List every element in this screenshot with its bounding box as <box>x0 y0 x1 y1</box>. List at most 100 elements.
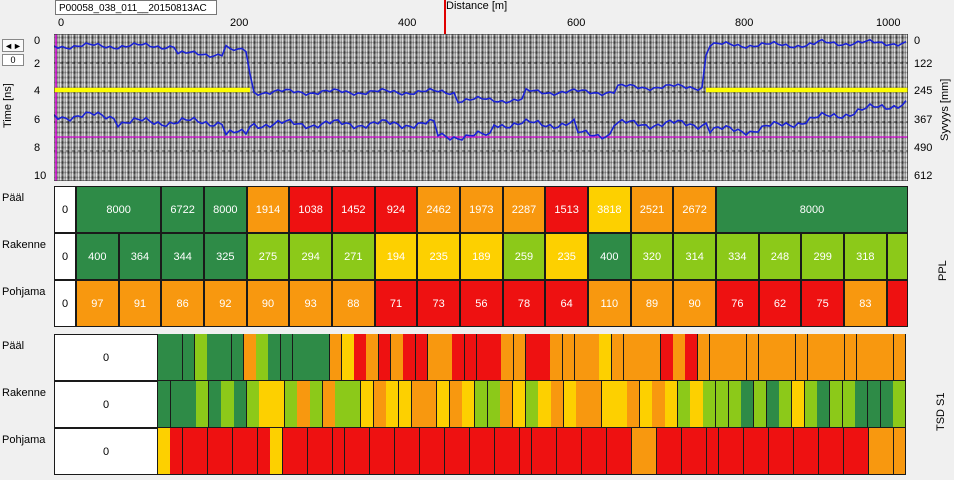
ppl-value-cell[interactable]: 325 <box>204 233 247 280</box>
ppl-value-cell[interactable]: 92 <box>204 280 247 327</box>
tsd-segment-cell[interactable] <box>867 381 882 428</box>
tsd-segment-cell[interactable] <box>411 381 425 428</box>
tsd-segment-cell[interactable] <box>681 428 695 475</box>
tsd-segment-cell[interactable] <box>386 381 400 428</box>
tsd-segment-cell[interactable] <box>599 334 613 381</box>
ppl-value-cell[interactable] <box>886 280 908 327</box>
tsd-segment-cell[interactable] <box>474 381 489 428</box>
ppl-value-cell[interactable]: 1513 <box>545 186 588 233</box>
tsd-segment-cell[interactable] <box>818 428 832 475</box>
tsd-segment-cell[interactable] <box>295 428 309 475</box>
tsd-segment-cell[interactable] <box>170 381 184 428</box>
tsd-segment-cell[interactable] <box>246 381 260 428</box>
tsd-segment-cell[interactable] <box>195 428 209 475</box>
ppl-value-cell[interactable]: 1038 <box>289 186 332 233</box>
tsd-segment-cell[interactable] <box>829 381 844 428</box>
ppl-value-cell[interactable]: 2521 <box>630 186 674 233</box>
tsd-segment-cell[interactable] <box>806 428 820 475</box>
tsd-segment-cell[interactable] <box>644 428 658 475</box>
tsd-segment-cell[interactable] <box>317 334 331 381</box>
tsd-segment-cell[interactable] <box>500 381 514 428</box>
tsd-segment-cell[interactable] <box>170 334 183 381</box>
tsd-segment-cell[interactable] <box>208 381 222 428</box>
tsd-segment-cell[interactable] <box>734 334 748 381</box>
tsd-segment-cell[interactable] <box>538 334 551 381</box>
tsd-segment-cell[interactable] <box>297 381 311 428</box>
tsd-segment-cell[interactable] <box>341 334 355 381</box>
tsd-segment-cell[interactable] <box>354 334 367 381</box>
tsd-segment-cell[interactable] <box>673 334 686 381</box>
ppl-value-cell[interactable]: 91 <box>118 280 162 327</box>
tsd-segment-cell[interactable] <box>731 428 745 475</box>
ppl-value-cell[interactable]: 400 <box>76 233 119 280</box>
ppl-value-cell[interactable]: 3818 <box>588 186 631 233</box>
tsd-segment-cell[interactable] <box>719 428 732 475</box>
nav-counter-field[interactable]: 0 <box>2 54 24 66</box>
tsd-segment-cell[interactable] <box>320 428 334 475</box>
tsd-segment-cell[interactable] <box>758 334 772 381</box>
tsd-segment-cell[interactable] <box>282 428 296 475</box>
tsd-segment-cell[interactable] <box>170 428 184 475</box>
tsd-segment-cell[interactable] <box>709 334 723 381</box>
tsd-segment-cell[interactable] <box>781 428 795 475</box>
tsd-segment-cell[interactable] <box>398 381 413 428</box>
tsd-segment-cell[interactable] <box>292 334 306 381</box>
ppl-value-cell[interactable]: 2287 <box>502 186 546 233</box>
tsd-segment-cell[interactable] <box>449 381 463 428</box>
tsd-segment-cell[interactable] <box>856 428 870 475</box>
tsd-segment-cell[interactable] <box>697 334 711 381</box>
ppl-value-cell[interactable]: 294 <box>289 233 332 280</box>
tsd-segment-cell[interactable] <box>703 381 717 428</box>
tsd-segment-cell[interactable] <box>556 428 570 475</box>
ppl-value-cell[interactable]: 248 <box>758 233 802 280</box>
tsd-segment-cell[interactable] <box>432 428 446 475</box>
ppl-value-cell[interactable]: 194 <box>374 233 418 280</box>
tsd-segment-cell[interactable] <box>182 334 196 381</box>
tsd-segment-cell[interactable] <box>881 334 895 381</box>
tsd-segment-cell[interactable] <box>619 428 633 475</box>
tsd-segment-cell[interactable] <box>656 428 670 475</box>
ppl-value-cell[interactable]: 235 <box>545 233 588 280</box>
tsd-segment-cell[interactable] <box>427 334 441 381</box>
ppl-value-cell[interactable]: 97 <box>76 280 119 327</box>
tsd-segment-cell[interactable] <box>219 334 233 381</box>
ppl-value-cell[interactable]: 64 <box>545 280 588 327</box>
radargram[interactable] <box>54 34 908 181</box>
tsd-segment-cell[interactable] <box>310 381 324 428</box>
tsd-segment-cell[interactable] <box>366 334 380 381</box>
tsd-segment-cell[interactable] <box>257 428 271 475</box>
tsd-segment-cell[interactable] <box>390 334 404 381</box>
tsd-segment-cell[interactable] <box>791 381 806 428</box>
tsd-segment-cell[interactable] <box>722 334 735 381</box>
tsd-segment-cell[interactable] <box>614 381 628 428</box>
tsd-segment-cell[interactable] <box>594 428 608 475</box>
tsd-segment-cell[interactable] <box>807 334 821 381</box>
tsd-segment-cell[interactable] <box>457 428 471 475</box>
ppl-value-cell[interactable]: 6722 <box>161 186 204 233</box>
tsd-segment-cell[interactable] <box>856 334 870 381</box>
tsd-segment-cell[interactable] <box>196 381 210 428</box>
tsd-segment-cell[interactable] <box>893 334 907 381</box>
ppl-value-cell[interactable]: 2672 <box>673 186 716 233</box>
tsd-segment-cell[interactable] <box>893 428 907 475</box>
tsd-segment-cell[interactable] <box>741 381 755 428</box>
tsd-segment-cell[interactable] <box>532 428 545 475</box>
tsd-segment-cell[interactable] <box>501 334 515 381</box>
tsd-segment-cell[interactable] <box>544 428 558 475</box>
ppl-value-cell[interactable]: 89 <box>630 280 674 327</box>
tsd-segment-cell[interactable] <box>419 428 433 475</box>
tsd-segment-cell[interactable] <box>476 334 490 381</box>
tsd-segment-cell[interactable] <box>569 428 583 475</box>
ppl-value-cell[interactable]: 299 <box>801 233 844 280</box>
tsd-segment-cell[interactable] <box>665 381 679 428</box>
tsd-segment-cell[interactable] <box>525 334 539 381</box>
tsd-segment-cell[interactable] <box>284 381 298 428</box>
ppl-value-cell[interactable]: 78 <box>502 280 546 327</box>
tsd-segment-cell[interactable] <box>280 334 294 381</box>
tsd-segment-cell[interactable] <box>756 428 770 475</box>
tsd-segment-cell[interactable] <box>322 381 336 428</box>
tsd-segment-cell[interactable] <box>804 381 818 428</box>
ppl-value-cell[interactable]: 88 <box>332 280 375 327</box>
tsd-segment-cell[interactable] <box>307 428 321 475</box>
tsd-segment-cell[interactable] <box>158 334 171 381</box>
